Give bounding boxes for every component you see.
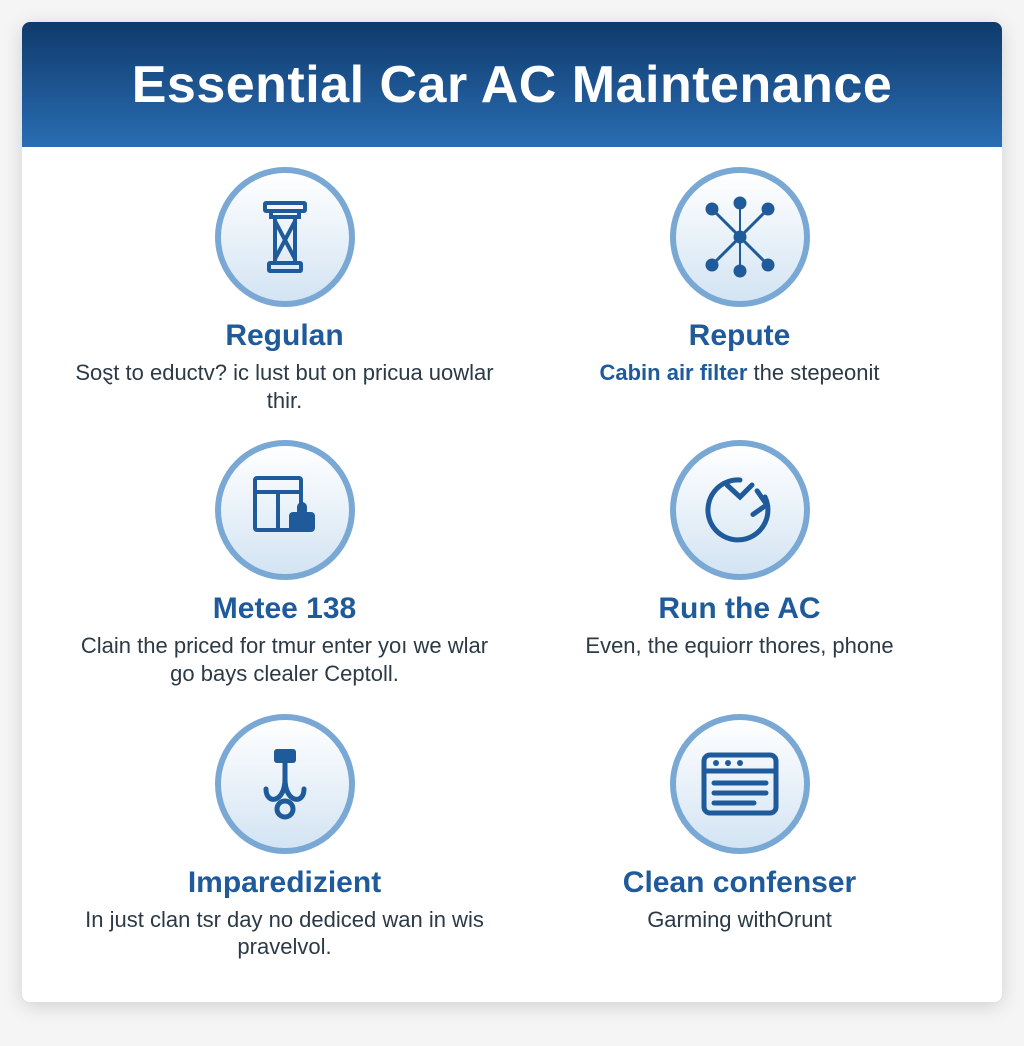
header-banner: Essential Car AC Maintenance — [22, 22, 1002, 147]
tip-title-1: Repute — [689, 319, 791, 353]
column-structure-icon — [215, 167, 355, 307]
tip-cell-3: Run the AC Even, the equiorr thores, pho… — [527, 430, 952, 698]
tip-desc-1-rest: the stepeonit — [747, 360, 879, 385]
circular-arrows-icon — [670, 440, 810, 580]
tip-cell-4: Imparedizient In just clan tsr day no de… — [72, 704, 497, 972]
tip-title-4: Imparedizient — [188, 866, 381, 900]
tip-desc-2: Clain the priced for tmur enter yoı we w… — [75, 632, 495, 687]
tip-desc-1-emph: Cabin air filter — [599, 360, 747, 385]
tip-desc-0: Soȿt to eductv? ic lust but on pricua uo… — [75, 359, 495, 414]
tip-title-5: Clean confenser — [623, 866, 856, 900]
page-title: Essential Car AC Maintenance — [132, 55, 893, 115]
tip-cell-1: Repute Cabin air filter the stepeonit — [527, 157, 952, 425]
window-hand-icon — [215, 440, 355, 580]
tip-cell-0: Regulan Soȿt to eductv? ic lust but on p… — [72, 157, 497, 425]
panel-lines-icon — [670, 714, 810, 854]
tip-title-3: Run the AC — [658, 592, 820, 626]
tip-desc-5: Garming withOrunt — [647, 906, 832, 934]
hook-tool-icon — [215, 714, 355, 854]
tip-title-2: Metee 138 — [213, 592, 356, 626]
tip-cell-2: Metee 138 Clain the priced for tmur ente… — [72, 430, 497, 698]
infographic-card: Essential Car AC Maintenance Re — [22, 22, 1002, 1002]
content-grid: Regulan Soȿt to eductv? ic lust but on p… — [22, 147, 1002, 1002]
tip-desc-1: Cabin air filter the stepeonit — [599, 359, 879, 387]
tip-cell-5: Clean confenser Garming withOrunt — [527, 704, 952, 972]
tip-title-0: Regulan — [225, 319, 343, 353]
network-cross-icon — [670, 167, 810, 307]
tip-desc-4: In just clan tsr day no dediced wan in w… — [75, 906, 495, 961]
tip-desc-3: Even, the equiorr thores, phone — [585, 632, 893, 660]
